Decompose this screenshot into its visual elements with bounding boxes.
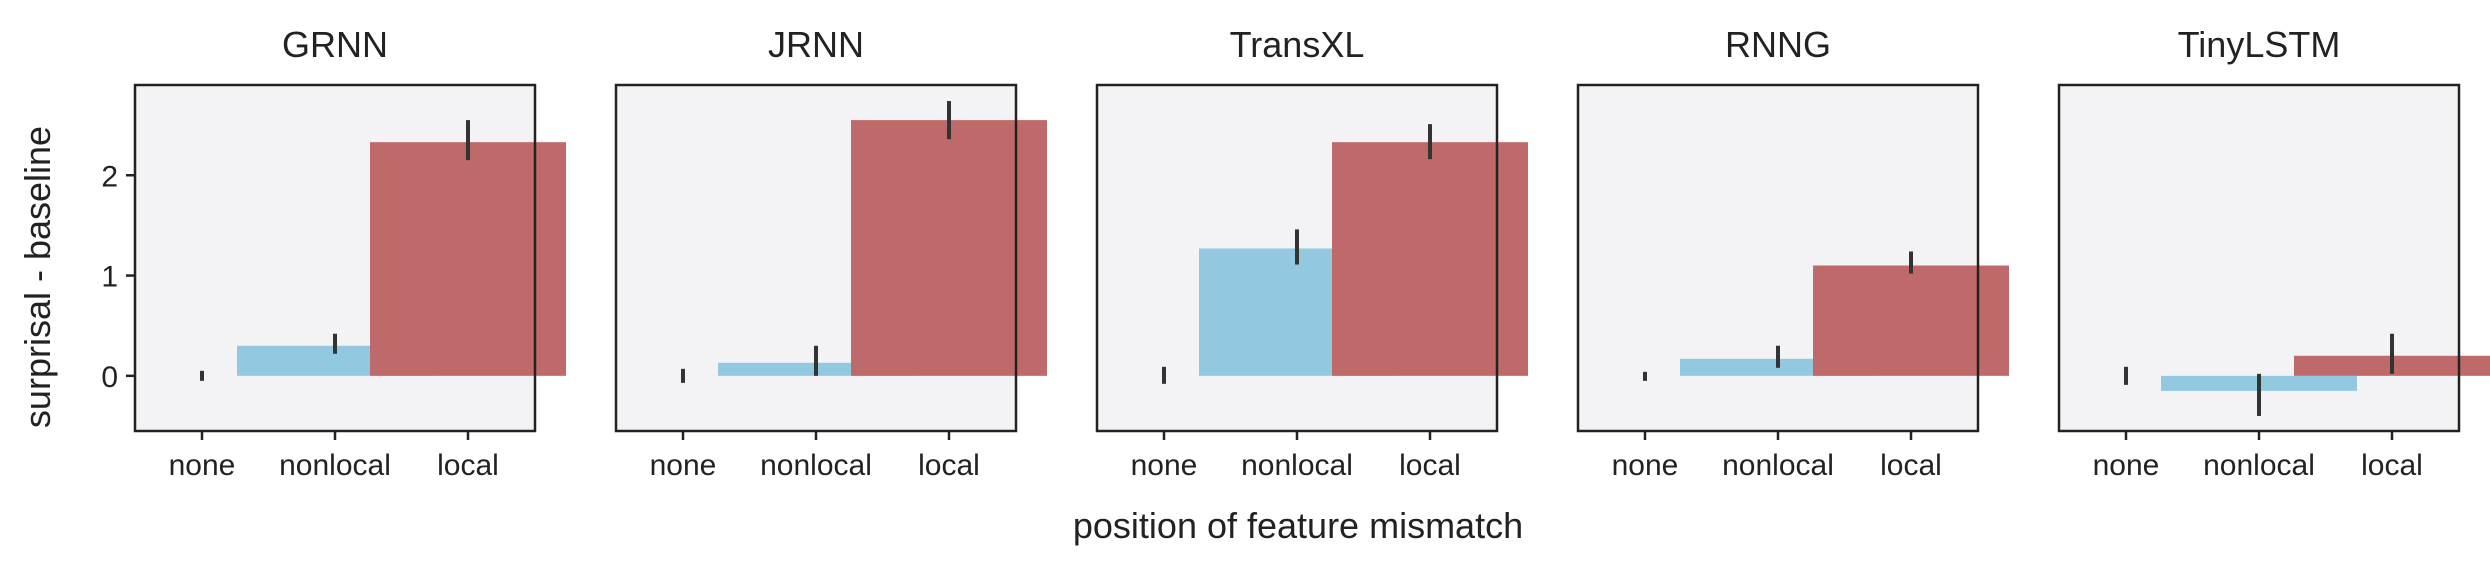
x-tick-label-local: local bbox=[1880, 449, 1942, 482]
panel-grnn: none nonlocal local GRNN 0 1 2 bbox=[101, 24, 566, 482]
bar-local bbox=[851, 120, 1047, 376]
y-tick-label: 0 bbox=[101, 361, 118, 394]
y-tick-label: 1 bbox=[101, 261, 118, 294]
x-tick-label-nonlocal: nonlocal bbox=[760, 449, 872, 482]
x-tick-label-local: local bbox=[2361, 449, 2423, 482]
bar-local bbox=[1332, 142, 1528, 376]
panel-title: JRNN bbox=[768, 24, 864, 65]
plot-area bbox=[1578, 85, 1978, 431]
y-tick-label: 2 bbox=[101, 160, 118, 193]
x-tick-label-local: local bbox=[918, 449, 980, 482]
x-tick-label-local: local bbox=[437, 449, 499, 482]
panel-tinylstm: none nonlocal local TinyLSTM bbox=[2057, 24, 2490, 482]
x-axis-label: position of feature mismatch bbox=[1073, 505, 1523, 546]
panel-title: RNNG bbox=[1725, 24, 1831, 65]
x-tick-label-nonlocal: nonlocal bbox=[1722, 449, 1834, 482]
panel-title: TransXL bbox=[1230, 24, 1365, 65]
x-tick-label-nonlocal: nonlocal bbox=[2203, 449, 2315, 482]
panel-transxl: none nonlocal local TransXL bbox=[1095, 24, 1528, 482]
panel-title: GRNN bbox=[282, 24, 388, 65]
panel-jrnn: none nonlocal local JRNN bbox=[614, 24, 1047, 482]
bar-local bbox=[1813, 265, 2009, 376]
y-axis-label: surprisal - baseline bbox=[17, 126, 58, 428]
x-tick-label-none: none bbox=[1612, 449, 1679, 482]
panel-rnng: none nonlocal local RNNG bbox=[1576, 24, 2009, 482]
x-tick-label-local: local bbox=[1399, 449, 1461, 482]
x-tick-label-nonlocal: nonlocal bbox=[1241, 449, 1353, 482]
panel-title: TinyLSTM bbox=[2178, 24, 2341, 65]
x-tick-label-nonlocal: nonlocal bbox=[279, 449, 391, 482]
x-tick-label-none: none bbox=[1131, 449, 1198, 482]
x-tick-label-none: none bbox=[650, 449, 717, 482]
x-tick-label-none: none bbox=[2093, 449, 2160, 482]
panels: none nonlocal local GRNN 0 1 2 none nonlocal loca… bbox=[101, 24, 2490, 482]
x-tick-label-none: none bbox=[169, 449, 236, 482]
bar-local bbox=[370, 142, 566, 376]
